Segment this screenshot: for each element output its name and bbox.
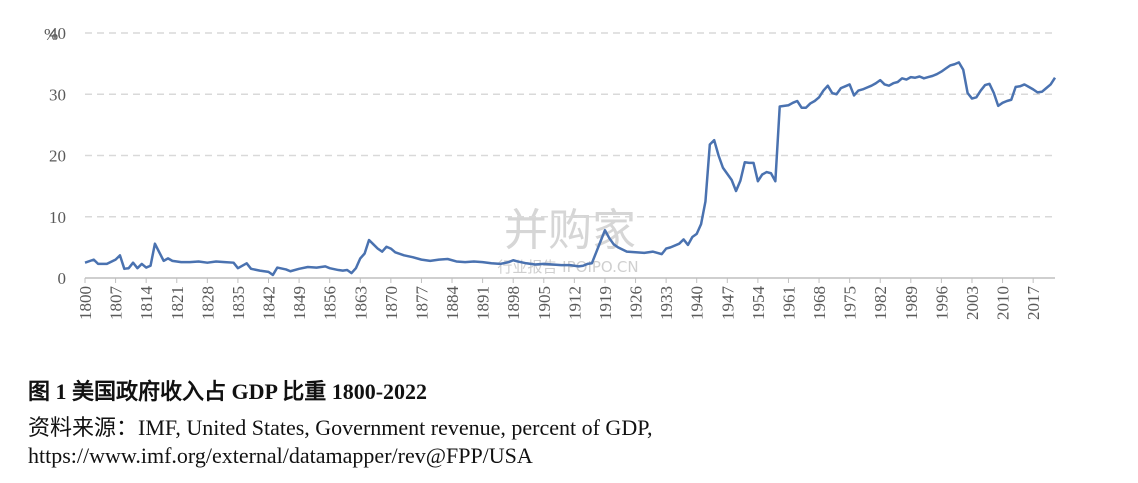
x-tick-label: 2003	[963, 286, 982, 320]
x-tick-label: 1989	[902, 286, 921, 320]
x-tick-label: 1961	[779, 286, 798, 320]
x-tick-label: 1898	[504, 286, 523, 320]
x-tick-label: 1870	[382, 286, 401, 320]
x-tick-label: 1954	[749, 286, 768, 321]
chart: % 并购家 行业报告 IPOIPO.CN 0 10 20 30 40 1800 1807 18…	[44, 24, 1057, 321]
caption-source: 资料来源：IMF, United States, Government reve…	[28, 415, 653, 440]
x-tick-label: 1926	[627, 286, 646, 320]
x-tick-label: 1912	[565, 286, 584, 320]
x-tick-label: 1905	[535, 286, 554, 320]
x-tick-label: 1849	[290, 286, 309, 320]
y-axis-label: %	[44, 25, 58, 44]
x-tick-label: 1842	[260, 286, 279, 320]
y-tick-label: 0	[58, 269, 67, 288]
caption-url: https://www.imf.org/external/datamapper/…	[28, 443, 533, 468]
watermark: 并购家	[504, 205, 636, 256]
y-tick-label: 10	[49, 208, 66, 227]
x-tick-label: 1877	[412, 286, 431, 321]
x-tick-label: 2010	[994, 286, 1013, 320]
x-tick-label: 1940	[688, 286, 707, 320]
series-line	[84, 61, 1057, 277]
x-tick-label: 1884	[443, 286, 462, 321]
x-tick-label: 1828	[198, 286, 217, 320]
x-tick-label: 1821	[168, 286, 187, 320]
watermark-sub: 行业报告 IPOIPO.CN	[497, 258, 638, 276]
x-tick-label: 1996	[932, 286, 951, 320]
x-tick-label: 1835	[229, 286, 248, 320]
x-tick-label: 2017	[1024, 286, 1043, 321]
x-tick-label: 1891	[474, 286, 493, 320]
y-tick-label: 40	[49, 24, 66, 43]
x-tick-label: 1968	[810, 286, 829, 320]
x-tick-label: 1919	[596, 286, 615, 320]
caption-title: 图 1 美国政府收入占 GDP 比重 1800-2022	[28, 379, 428, 404]
x-tick-label: 1863	[351, 286, 370, 320]
x-tick-label: 1800	[76, 286, 95, 320]
x-tick-label: 1947	[718, 286, 737, 321]
x-tick-label: 1814	[137, 286, 156, 321]
y-tick-label: 20	[49, 147, 66, 166]
x-tick-label: 1975	[841, 286, 860, 320]
y-tick-label: 30	[49, 85, 66, 104]
x-tick-label: 1982	[871, 286, 890, 320]
x-tick-label: 1856	[321, 286, 340, 320]
x-tick-label: 1933	[657, 286, 676, 320]
x-tick-label: 1807	[107, 286, 126, 321]
